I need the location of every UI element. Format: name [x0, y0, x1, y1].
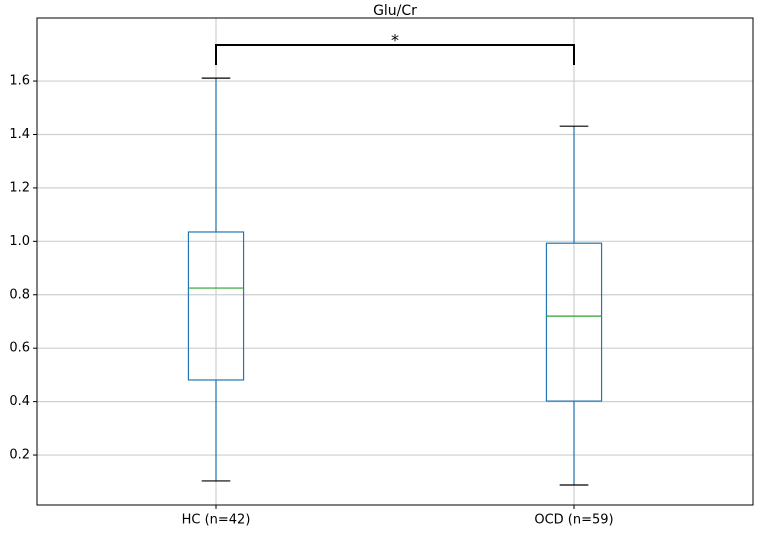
- y-tick-label: 0.4: [9, 394, 30, 409]
- significance-bracket: [215, 44, 575, 65]
- y-tick-label: 0.2: [9, 448, 30, 463]
- box: [187, 231, 245, 381]
- x-tick-label: HC (n=42): [182, 513, 251, 528]
- box: [545, 242, 603, 402]
- chart-title: Glu/Cr: [373, 3, 417, 19]
- significance-label: *: [391, 31, 399, 50]
- y-tick-label: 1.2: [9, 180, 30, 195]
- y-tick-label: 1.6: [9, 74, 30, 89]
- y-tick-label: 1.4: [9, 127, 30, 142]
- x-tick-label: OCD (n=59): [534, 513, 613, 528]
- plot-frame: [36, 17, 754, 506]
- y-tick-label: 0.8: [9, 287, 30, 302]
- y-tick-label: 0.6: [9, 341, 30, 356]
- y-tick-label: 1.0: [9, 234, 30, 249]
